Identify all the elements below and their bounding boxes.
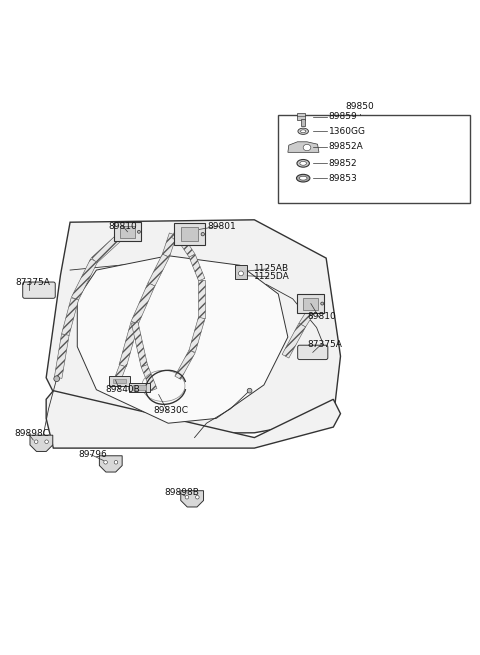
Ellipse shape [195, 495, 199, 499]
Bar [278, 115, 470, 203]
Bar [298, 294, 324, 313]
Ellipse shape [35, 440, 38, 443]
Bar [235, 265, 247, 279]
Bar [181, 227, 198, 241]
Text: 87375A: 87375A [307, 340, 342, 348]
Bar [120, 226, 135, 238]
Bar [129, 383, 150, 392]
Bar [174, 223, 205, 245]
Ellipse shape [298, 128, 309, 134]
Text: 89850: 89850 [345, 102, 374, 111]
Ellipse shape [321, 302, 324, 305]
Text: 89898C: 89898C [14, 429, 49, 438]
Bar [114, 223, 141, 241]
Ellipse shape [303, 145, 311, 151]
Text: 89830C: 89830C [153, 406, 188, 415]
Bar [297, 113, 305, 120]
Text: 87375A: 87375A [15, 278, 50, 286]
Polygon shape [288, 141, 319, 153]
Ellipse shape [114, 460, 118, 464]
Text: 89859: 89859 [328, 113, 357, 121]
Text: 89796: 89796 [78, 450, 107, 459]
Text: 89852A: 89852A [328, 142, 363, 151]
Text: 89853: 89853 [328, 174, 357, 183]
Ellipse shape [300, 130, 306, 133]
FancyBboxPatch shape [23, 282, 55, 298]
Polygon shape [99, 456, 122, 472]
Ellipse shape [300, 176, 307, 180]
Text: 89810: 89810 [108, 221, 137, 231]
Polygon shape [162, 233, 177, 257]
Polygon shape [112, 365, 126, 386]
Polygon shape [30, 435, 53, 451]
Bar [303, 297, 318, 310]
Polygon shape [171, 231, 185, 244]
Ellipse shape [104, 460, 108, 464]
Ellipse shape [45, 440, 48, 443]
Bar [109, 377, 130, 386]
Polygon shape [61, 298, 79, 335]
Polygon shape [46, 390, 340, 448]
Ellipse shape [201, 233, 204, 236]
Text: 89801: 89801 [207, 221, 236, 231]
Polygon shape [131, 283, 155, 324]
Polygon shape [132, 322, 147, 367]
Polygon shape [189, 254, 205, 281]
Ellipse shape [137, 231, 140, 233]
Ellipse shape [300, 161, 307, 165]
Ellipse shape [54, 376, 60, 382]
Bar [301, 119, 305, 126]
Polygon shape [198, 280, 205, 318]
Text: 89852: 89852 [328, 159, 357, 168]
Polygon shape [119, 322, 138, 367]
Polygon shape [46, 220, 340, 434]
Polygon shape [72, 259, 97, 301]
Text: 1125DA: 1125DA [254, 272, 290, 281]
FancyBboxPatch shape [298, 345, 328, 360]
Polygon shape [180, 240, 195, 257]
Polygon shape [282, 324, 306, 358]
Text: 1125AB: 1125AB [254, 264, 289, 273]
Ellipse shape [239, 271, 243, 276]
Polygon shape [54, 334, 69, 379]
Bar [113, 379, 126, 383]
Text: 89898B: 89898B [164, 488, 199, 497]
Bar [133, 385, 146, 390]
Text: 1360GG: 1360GG [328, 127, 366, 136]
Ellipse shape [185, 495, 189, 499]
Ellipse shape [247, 388, 252, 393]
Ellipse shape [297, 174, 310, 182]
Ellipse shape [297, 160, 310, 167]
Polygon shape [77, 255, 288, 423]
Text: 89810: 89810 [307, 312, 336, 322]
Polygon shape [148, 254, 169, 286]
Polygon shape [175, 350, 195, 379]
Polygon shape [299, 304, 317, 327]
Text: 89840B: 89840B [105, 385, 140, 394]
Polygon shape [91, 231, 125, 263]
Polygon shape [189, 317, 205, 352]
Polygon shape [181, 491, 204, 507]
Polygon shape [141, 365, 157, 391]
